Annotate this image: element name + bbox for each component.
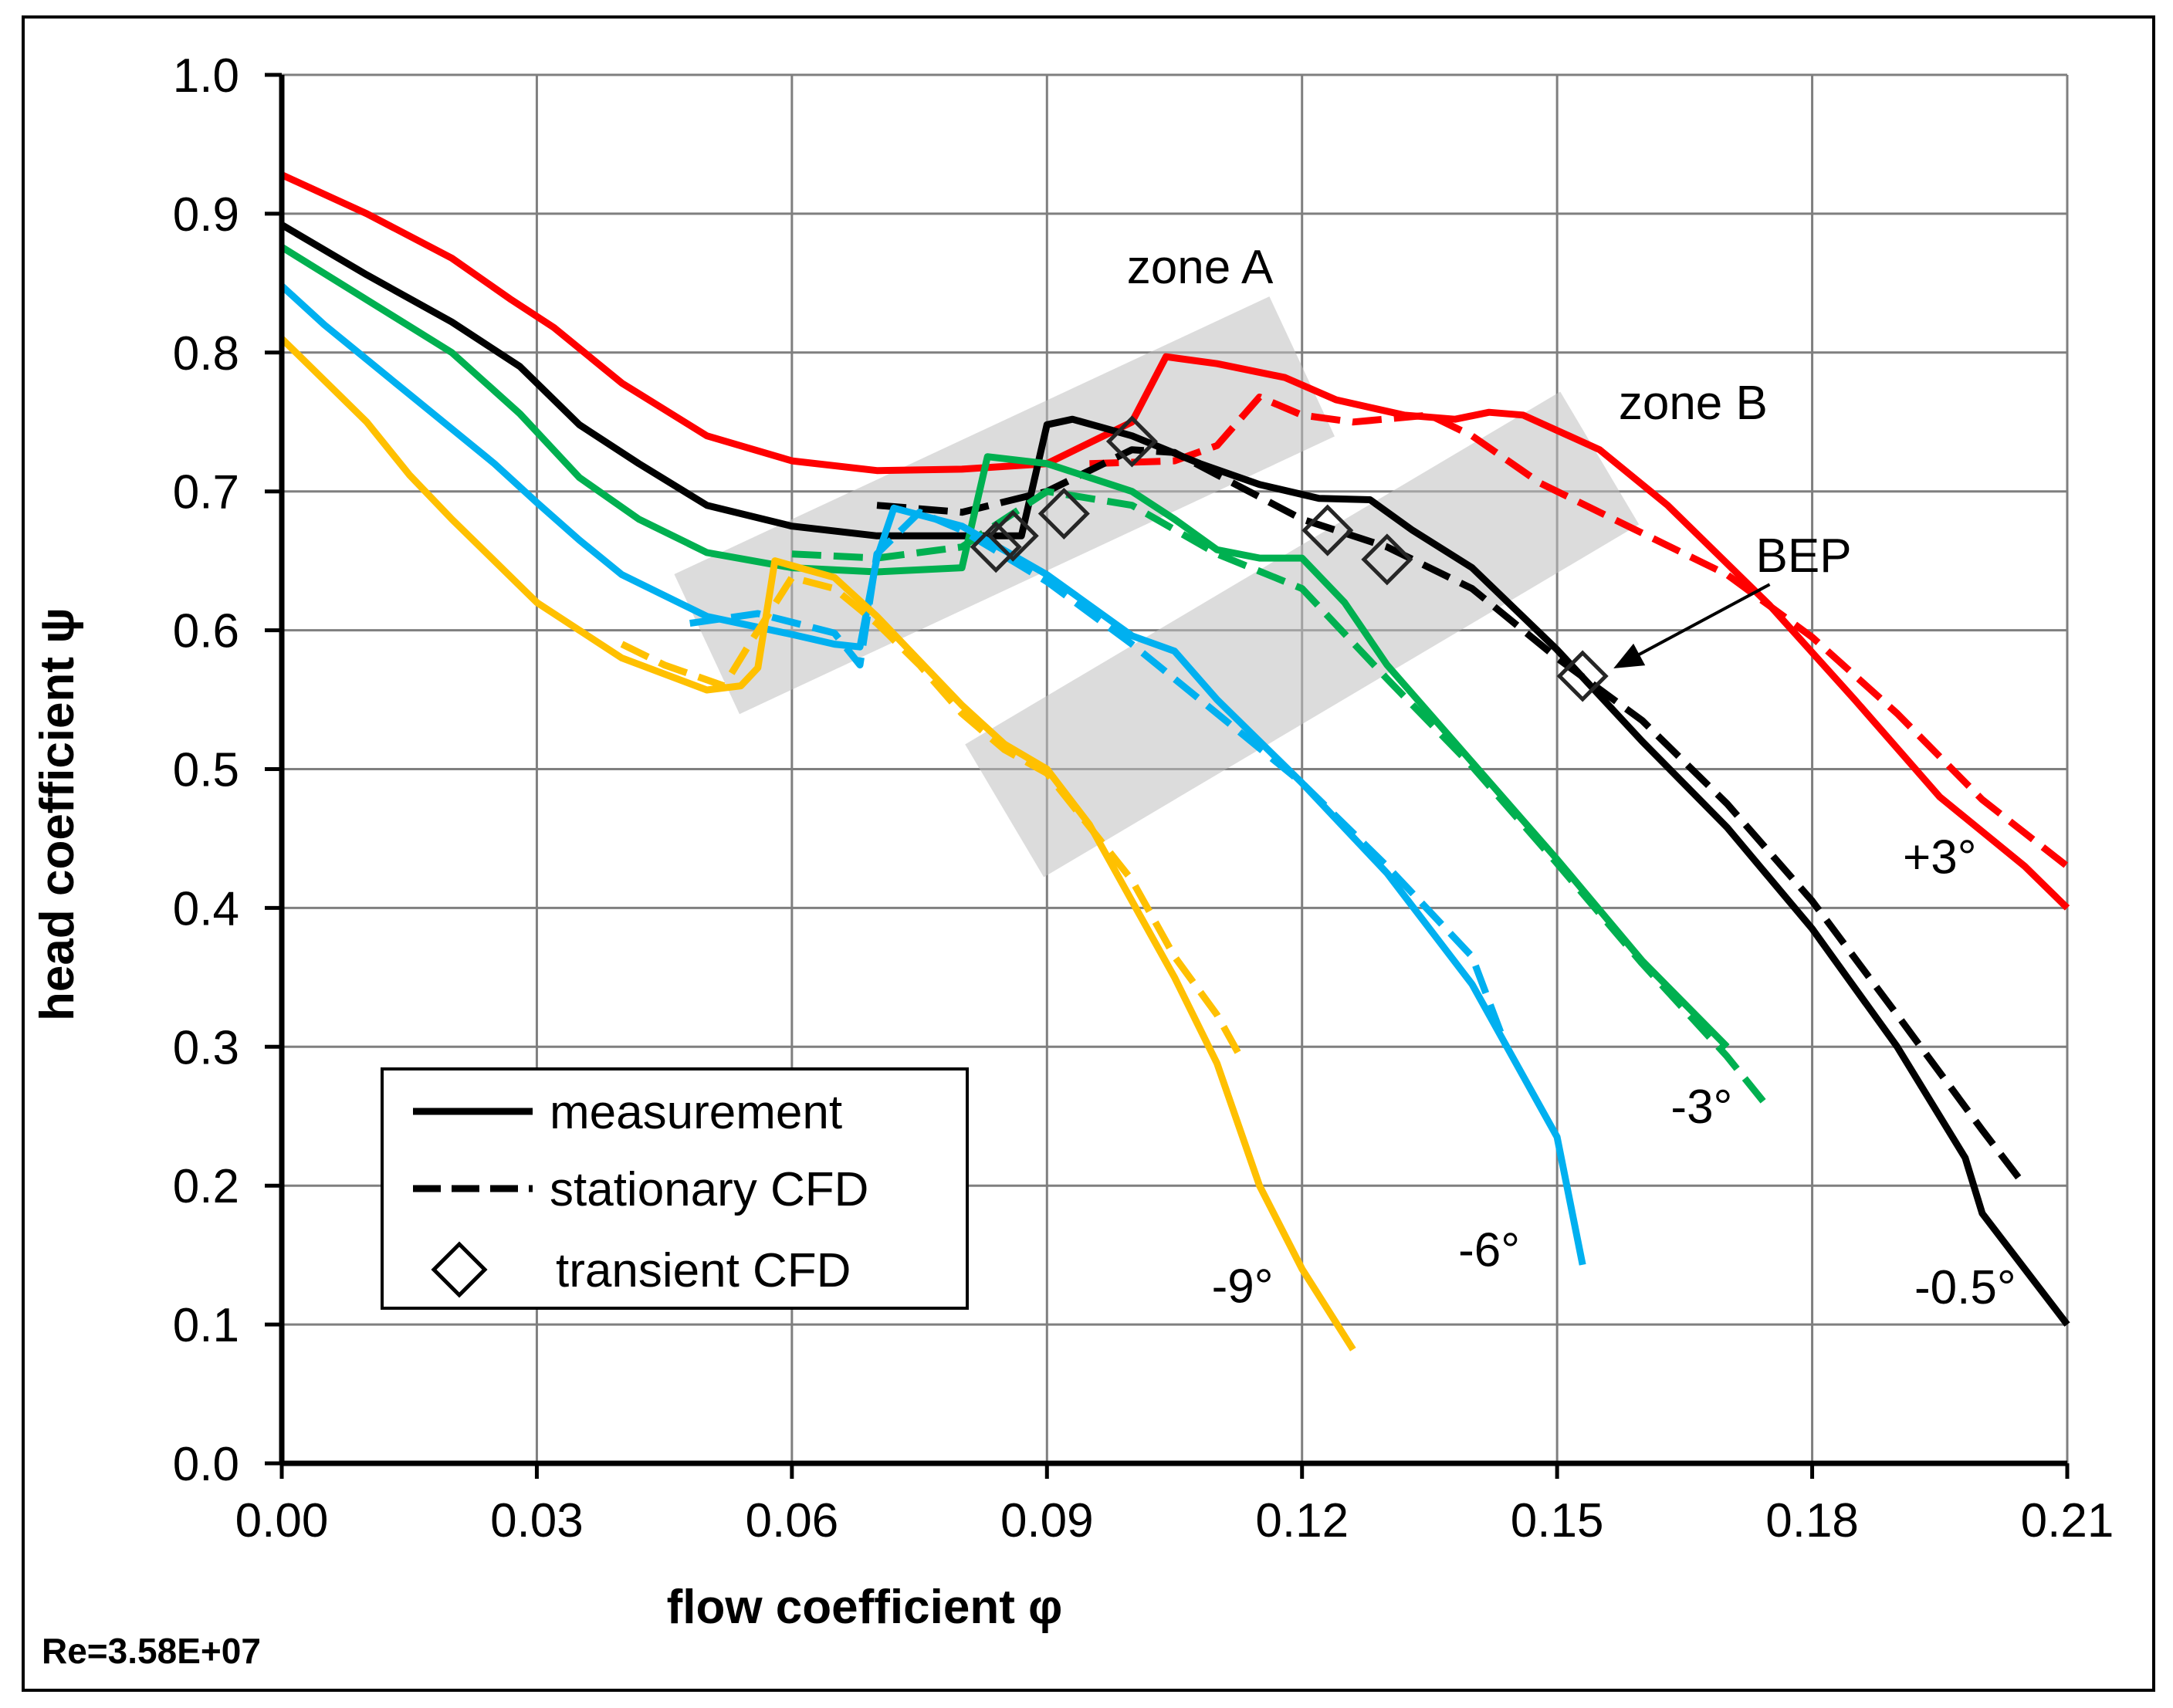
y-tick-label: 0.6	[173, 605, 239, 658]
transient-point	[1301, 504, 1354, 556]
legend: measurement stationary CFD transient CFD	[381, 1067, 969, 1310]
y-tick-label: 1.0	[173, 49, 239, 103]
annotations: +3° -0.5° -3° -6° -9° zone A zone B BEP	[1127, 241, 2016, 1314]
series-measurement-minus3deg	[279, 244, 1730, 1050]
transient-point	[987, 509, 1039, 562]
annotation-minus6deg: -6°	[1458, 1224, 1520, 1277]
bep-arrow-head-icon	[1613, 643, 1646, 668]
legend-label-stationary: stationary CFD	[550, 1163, 868, 1216]
legend-label-measurement: measurement	[550, 1086, 842, 1139]
x-tick-label: 0.18	[1765, 1494, 1859, 1547]
annotation-zone-a: zone A	[1127, 241, 1274, 294]
y-axis-title: head coefficient ψ	[31, 607, 84, 1021]
reynolds-footnote: Re=3.58E+07	[42, 1631, 261, 1671]
transient-point	[970, 521, 1022, 573]
series-measurement-minus6deg	[279, 283, 1586, 1266]
transient-point	[1556, 650, 1609, 702]
annotation-minus9deg: -9°	[1212, 1260, 1274, 1313]
transient-point	[1105, 415, 1158, 468]
series-stationary-plus3deg	[1089, 393, 2070, 869]
axes	[265, 73, 2070, 1479]
transient-markers	[970, 415, 1609, 702]
x-tick-label: 0.21	[2021, 1494, 2114, 1547]
transient-point	[1361, 533, 1413, 586]
y-tick-label: 0.1	[173, 1299, 239, 1352]
annotation-zone-b: zone B	[1619, 377, 1768, 430]
x-tick-label: 0.03	[490, 1494, 584, 1547]
x-tick-label: 0.15	[1511, 1494, 1604, 1547]
zone-band-zone-b	[965, 391, 1640, 878]
series-stationary-minus0p5deg	[876, 446, 2028, 1188]
annotation-plus3deg: +3°	[1903, 830, 1976, 884]
tick-labels: 0.00 0.03 0.06 0.09 0.12 0.15 0.18 0.21 0.0 0.1 0.…	[173, 49, 2114, 1547]
series-measurement-minus0p5deg	[279, 222, 2070, 1327]
y-tick-label: 0.2	[173, 1160, 239, 1213]
y-tick-label: 0.4	[173, 882, 239, 935]
y-tick-label: 0.7	[173, 466, 239, 519]
x-tick-label: 0.12	[1255, 1494, 1349, 1547]
annotation-minus3deg: -3°	[1670, 1081, 1732, 1134]
series-measurement-minus9deg	[279, 336, 1356, 1351]
x-axis-title: flow coefficient φ	[667, 1581, 1063, 1634]
transient-point	[1037, 487, 1090, 540]
annotation-bep: BEP	[1756, 529, 1852, 583]
y-tick-label: 0.0	[173, 1438, 239, 1491]
x-tick-label: 0.06	[746, 1494, 839, 1547]
y-tick-label: 0.8	[173, 327, 239, 380]
y-tick-label: 0.5	[173, 744, 239, 797]
chart-frame	[22, 15, 2155, 1692]
legend-diamond-icon	[431, 1241, 488, 1298]
series-stationary-minus6deg	[689, 509, 1510, 1048]
series-measurement-plus3deg	[280, 171, 2070, 911]
x-tick-label: 0.09	[1000, 1494, 1094, 1547]
series-lines	[279, 171, 2070, 1351]
y-tick-label: 0.3	[173, 1021, 239, 1074]
bep-arrow-line	[1630, 583, 1771, 661]
annotation-minus0p5deg: -0.5°	[1914, 1261, 2016, 1314]
x-tick-label: 0.00	[235, 1494, 329, 1547]
y-tick-label: 0.9	[173, 188, 239, 242]
legend-label-transient: transient CFD	[556, 1244, 851, 1297]
